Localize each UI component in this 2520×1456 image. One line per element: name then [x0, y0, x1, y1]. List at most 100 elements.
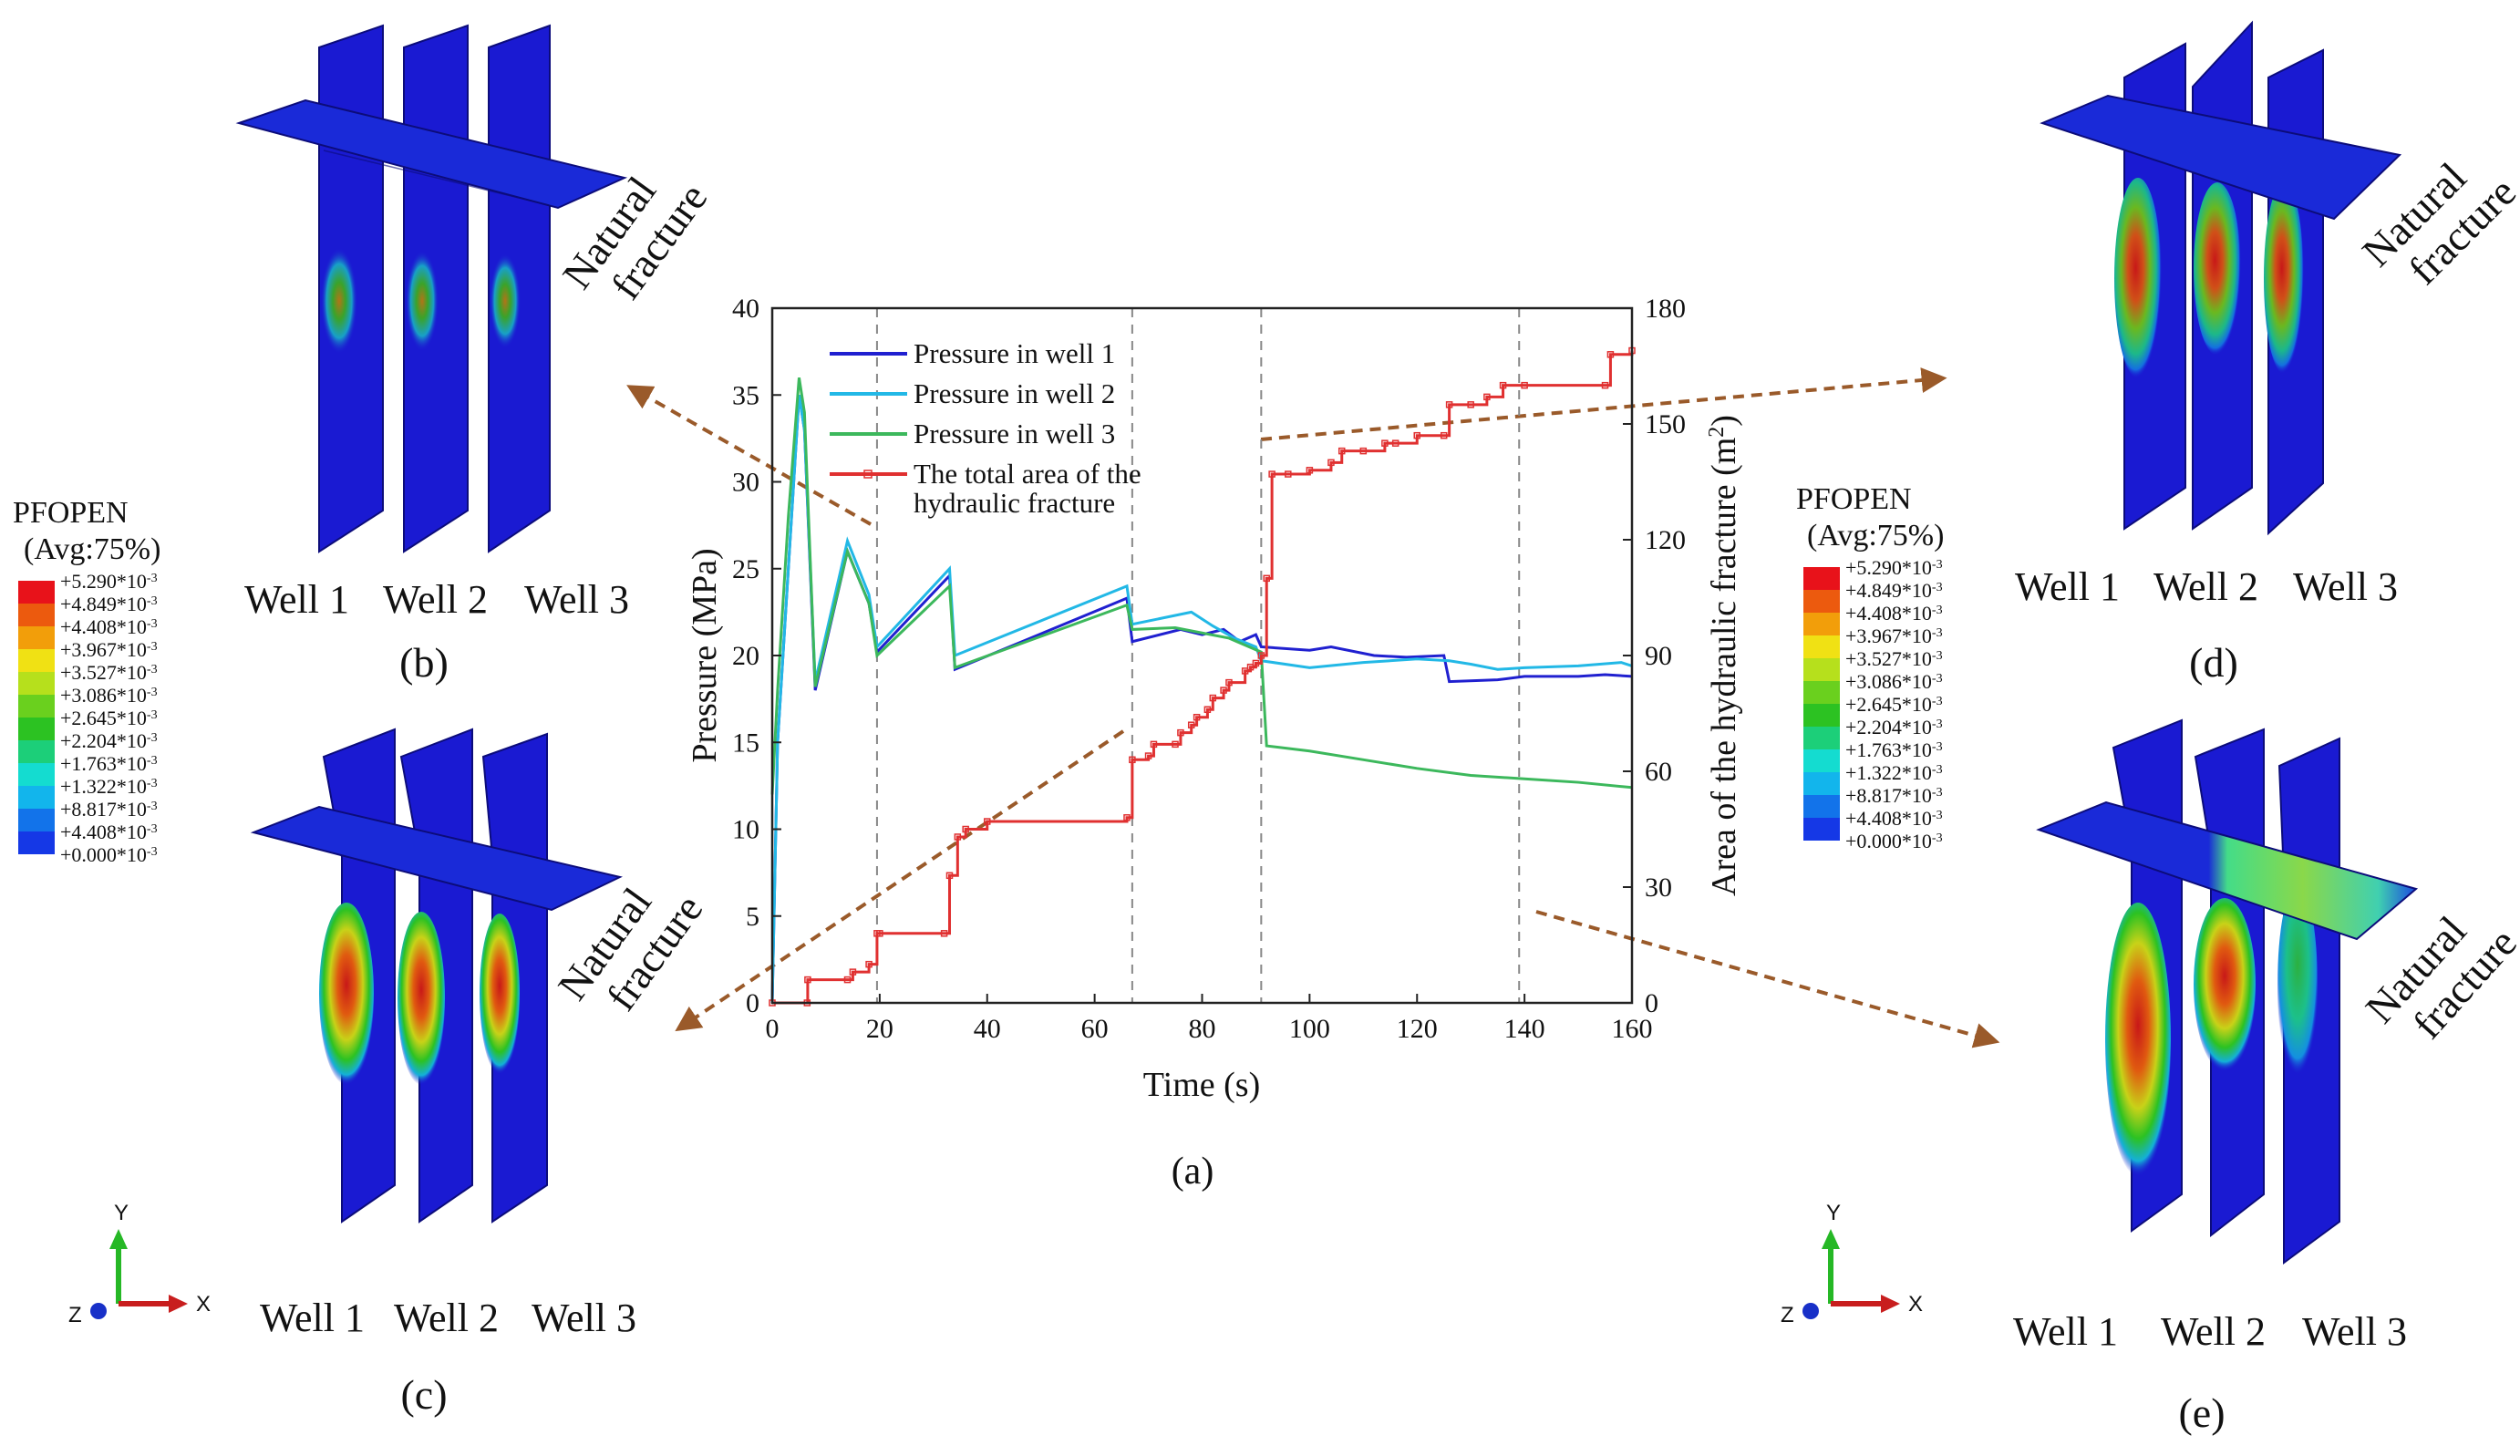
legend-entry: +2.204*10-3	[60, 729, 158, 752]
area-marker	[1203, 706, 1212, 714]
legend-swatch	[1803, 772, 1840, 795]
well-label-1: Well 1	[2013, 1309, 2118, 1354]
area-marker	[1381, 439, 1389, 447]
natural-fracture-plane	[2040, 94, 2402, 221]
natural-fracture-plane	[235, 98, 628, 210]
area-marker	[1327, 459, 1335, 467]
svg-text:Y: Y	[114, 1201, 129, 1225]
connector-arrows	[626, 367, 2000, 1048]
area-marker	[1467, 401, 1474, 408]
y-tick-label: 20	[732, 641, 759, 671]
legend-entry: +4.408*10-3	[60, 821, 158, 843]
area-marker	[1391, 439, 1399, 447]
x-tick-label: 100	[1289, 1014, 1330, 1044]
series-line-3	[770, 377, 1633, 795]
chart-legend: Pressure in well 1 Pressure in well 2 Pres…	[830, 337, 1141, 519]
panel-d: Natural fracture Well 1 Well 2 Well 3 (d…	[2015, 20, 2520, 686]
legend-swatch	[1803, 681, 1840, 704]
arrow-to-e	[1535, 910, 2000, 1048]
legend-subtitle: (Avg:75%)	[24, 532, 160, 566]
area-marker	[1337, 447, 1346, 455]
well-label-3: Well 3	[2293, 564, 2398, 609]
area-marker	[1483, 393, 1491, 401]
svg-text:Z: Z	[68, 1303, 82, 1327]
panel-c: Natural fracture Well 1 Well 2 Well 3 (c…	[250, 728, 712, 1418]
chart-a: 0 20 40 60 80 100 120 140 1600510152025303540030…	[686, 294, 1743, 1193]
svg-text:Y: Y	[1826, 1201, 1841, 1225]
legend-entry: +3.967*10-3	[60, 638, 158, 661]
legend-label-5: hydraulic fracture	[914, 487, 1115, 519]
area-marker	[865, 960, 873, 968]
panel-b: Natural fracture Well 1 Well 2 Well 3 (b…	[235, 24, 717, 686]
legend-label-1: Pressure in well 1	[914, 337, 1115, 369]
x-tick-label: 140	[1504, 1014, 1545, 1044]
legend-subtitle: (Avg:75%)	[1807, 519, 1944, 552]
area-marker	[945, 872, 954, 880]
legend-entry: +4.408*10-3	[1845, 807, 1943, 830]
y2-tick-label: 120	[1645, 525, 1686, 555]
y2-tick-label: 180	[1645, 294, 1686, 324]
area-marker	[1252, 659, 1260, 667]
legend-swatch	[18, 718, 55, 740]
x-tick-label: 120	[1397, 1014, 1438, 1044]
legend-swatch	[1803, 613, 1840, 635]
legend-entry: +1.322*10-3	[60, 775, 158, 798]
area-marker	[1306, 467, 1314, 474]
legend-entry: +1.763*10-3	[60, 752, 158, 775]
area-marker	[1172, 740, 1179, 749]
area-marker	[962, 825, 969, 833]
area-marker	[1150, 740, 1158, 749]
legend-swatch	[1803, 635, 1840, 658]
x-axis-label: Time (s)	[1143, 1066, 1260, 1104]
legend-entry: +4.408*10-3	[60, 615, 158, 638]
y-tick-label: 40	[732, 294, 759, 324]
area-marker	[1268, 470, 1275, 478]
legend-label-4: The total area of the	[914, 458, 1141, 490]
legend-swatch	[18, 831, 55, 854]
legend-swatch	[1803, 727, 1840, 749]
svg-text:Z: Z	[1781, 1303, 1794, 1327]
panel-caption-d: (d)	[2189, 639, 2238, 686]
x-tick-label: 60	[1081, 1014, 1109, 1044]
area-marker	[1123, 814, 1131, 821]
y2-tick-label: 30	[1645, 873, 1672, 903]
x-tick-label: 40	[974, 1014, 1001, 1044]
area-marker	[1193, 713, 1201, 721]
area-marker	[1263, 574, 1270, 583]
legend-entry: +2.645*10-3	[1845, 693, 1943, 716]
legend-swatch	[18, 672, 55, 695]
legend-swatch	[18, 740, 55, 763]
well-fracture-2	[403, 24, 469, 553]
color-legend-left: PFOPEN(Avg:75%)+5.290*10-3+4.849*10-3+4.…	[13, 496, 160, 866]
legend-swatch	[1803, 590, 1840, 613]
panel-caption-e: (e)	[2178, 1389, 2225, 1436]
legend-title: PFOPEN	[13, 496, 129, 530]
panel-caption-c: (c)	[400, 1371, 447, 1418]
well-label-1: Well 1	[244, 577, 349, 622]
svg-text:X: X	[196, 1292, 211, 1317]
legend-swatch	[18, 626, 55, 649]
axis-triad-right: Y X Z	[1781, 1201, 1923, 1327]
y2-tick-label: 60	[1645, 757, 1672, 787]
y2-tick-label: 150	[1645, 409, 1686, 439]
legend-entry: +4.408*10-3	[1845, 602, 1943, 625]
y-tick-label: 10	[732, 815, 759, 845]
area-marker	[1257, 652, 1265, 659]
legend-entry: +0.000*10-3	[60, 843, 158, 866]
series-line-2	[770, 395, 1633, 1004]
y-tick-label: 30	[732, 468, 759, 498]
legend-label-2: Pressure in well 2	[914, 377, 1115, 409]
legend-entry: +0.000*10-3	[1845, 830, 1943, 852]
arrow-to-b	[626, 385, 872, 526]
natural-fracture-plane	[250, 805, 623, 912]
legend-label-3: Pressure in well 3	[914, 418, 1115, 449]
axis-triad-left: Y X Z	[68, 1201, 211, 1327]
area-marker	[1285, 470, 1292, 478]
x-tick-label: 80	[1189, 1014, 1216, 1044]
area-marker	[1225, 678, 1233, 687]
legend-swatch	[1803, 795, 1840, 818]
legend-entry: +2.204*10-3	[1845, 716, 1943, 738]
chart-caption: (a)	[1172, 1151, 1214, 1193]
y2-axis-label: Area of the hydraulic fracture (m2)	[1705, 415, 1743, 896]
area-marker	[804, 976, 811, 984]
